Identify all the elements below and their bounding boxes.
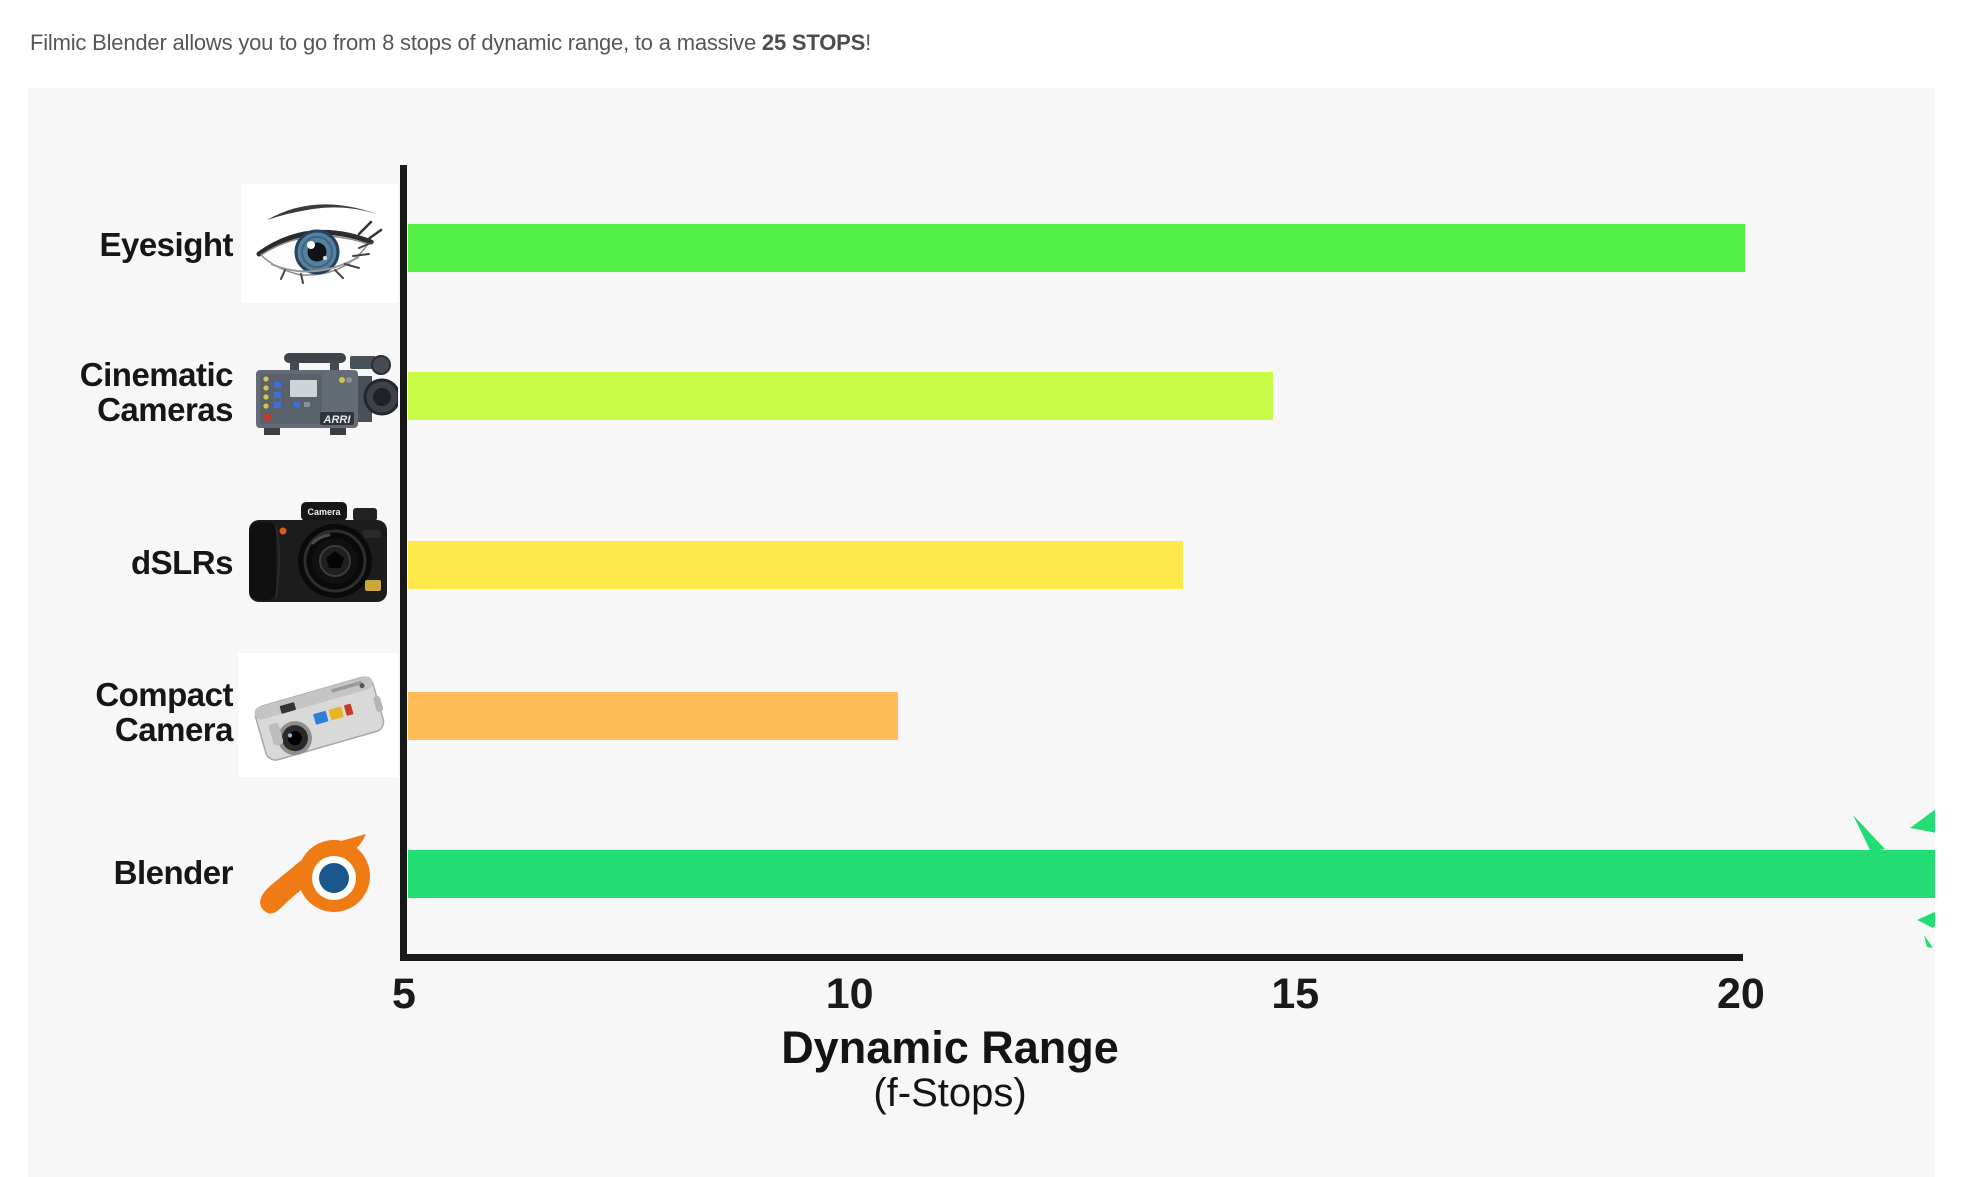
bar-eyesight <box>408 224 1745 272</box>
dslr-camera-photo-icon: Camera <box>243 500 393 610</box>
headline: Filmic Blender allows you to go from 8 s… <box>30 30 1930 56</box>
arri-badge-text: ARRI <box>323 414 352 426</box>
row-label-blender: Blender <box>113 854 234 891</box>
x-axis-title-sub: (f-Stops) <box>873 1071 1027 1116</box>
compact-camera-photo-icon <box>238 653 398 777</box>
bar-blender <box>408 850 1935 898</box>
row-label-compact-camera: Compact Camera <box>95 676 233 748</box>
overflow-shatter-marks-icon <box>1853 809 1935 948</box>
bar-cinematic-cameras <box>408 372 1273 420</box>
arri-cinema-camera-photo-icon: ARRI <box>250 350 398 440</box>
x-tick-10: 10 <box>825 970 874 1018</box>
y-axis-line <box>400 165 407 961</box>
headline-text: Filmic Blender allows you to go from 8 s… <box>30 30 762 55</box>
row-label-dslrs: dSLRs <box>130 544 234 581</box>
x-axis-line <box>400 954 1743 961</box>
x-tick-5: 5 <box>392 970 416 1018</box>
human-eye-photo-icon <box>241 184 398 303</box>
x-axis-title: Dynamic Range (f-Stops) <box>650 1022 1250 1116</box>
x-tick-15: 15 <box>1271 970 1320 1018</box>
row-label-eyesight: Eyesight <box>99 226 233 263</box>
bar-dslrs <box>408 541 1184 589</box>
blender-logo-icon <box>258 825 375 920</box>
x-tick-20: 20 <box>1717 970 1765 1018</box>
row-label-cinematic-cameras: Cinematic Cameras <box>79 356 234 428</box>
bar-compact-camera <box>408 692 899 740</box>
headline-punctuation: ! <box>865 30 871 55</box>
chart-panel: Eyesight Cinematic Cameras <box>28 88 1935 1177</box>
dslr-badge-text: Camera <box>307 507 341 517</box>
x-axis-title-main: Dynamic Range <box>781 1022 1119 1073</box>
headline-highlight: 25 STOPS <box>761 30 866 55</box>
